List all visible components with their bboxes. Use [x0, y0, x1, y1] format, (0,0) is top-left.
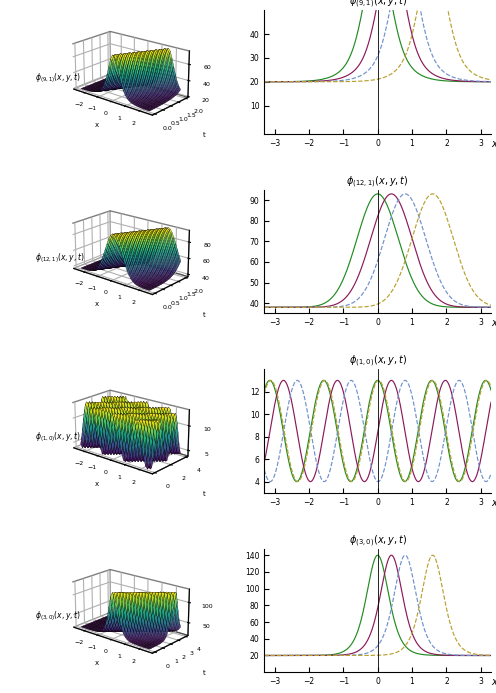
Title: $\phi_{(12,1)}(x, y, t)$: $\phi_{(12,1)}(x, y, t)$ — [346, 175, 409, 190]
X-axis label: x: x — [95, 481, 99, 486]
Y-axis label: t: t — [203, 132, 206, 138]
Text: $\phi_{(3,0)}(x, y, t)$: $\phi_{(3,0)}(x, y, t)$ — [36, 610, 82, 624]
Text: x: x — [491, 498, 496, 508]
Title: $\phi_{(1,0)}(x, y, t)$: $\phi_{(1,0)}(x, y, t)$ — [349, 353, 407, 369]
Text: x: x — [491, 139, 496, 149]
Text: x: x — [491, 677, 496, 687]
Title: $\phi_{(3,0)}(x, y, t)$: $\phi_{(3,0)}(x, y, t)$ — [349, 533, 407, 548]
Y-axis label: t: t — [203, 312, 206, 317]
Text: x: x — [491, 318, 496, 328]
Title: $\phi_{(9,1)}(x, y, t)$: $\phi_{(9,1)}(x, y, t)$ — [349, 0, 407, 10]
Text: $\phi_{(9,1)}(x, y, t)$: $\phi_{(9,1)}(x, y, t)$ — [36, 71, 82, 85]
Text: $\phi_{(12,1)}(x, y, t)$: $\phi_{(12,1)}(x, y, t)$ — [36, 251, 85, 265]
Text: $\phi_{(1,0)}(x, y, t)$: $\phi_{(1,0)}(x, y, t)$ — [36, 430, 82, 444]
X-axis label: x: x — [95, 660, 99, 666]
Y-axis label: t: t — [203, 491, 206, 497]
X-axis label: x: x — [95, 301, 99, 307]
X-axis label: x: x — [95, 122, 99, 128]
Y-axis label: t: t — [203, 670, 206, 676]
